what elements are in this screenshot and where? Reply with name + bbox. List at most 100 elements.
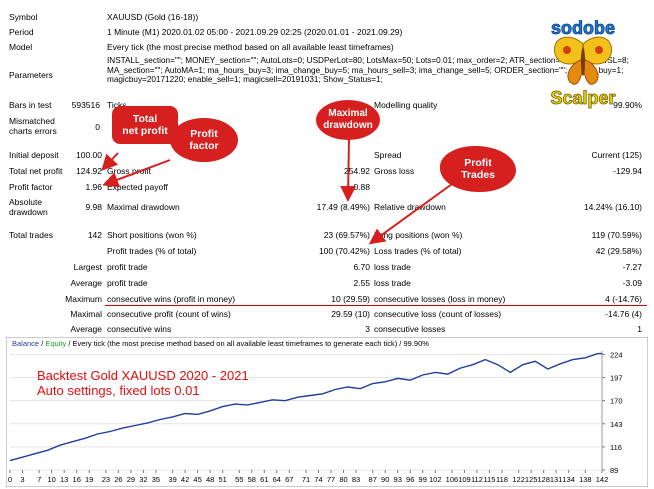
profit-factor-label: Profit factor [9,182,53,192]
x-tick-label: 35 [152,475,160,484]
avg-cons-losses-label: consecutive losses [374,324,446,334]
backtest-overlay: Backtest Gold XAUUSD 2020 - 2021 Auto se… [37,368,249,398]
callout-profit-factor: Profit factor [170,118,238,162]
chart-legend: Balance / Equity / Every tick (the most … [12,339,429,348]
avg-cons-wins-value: 3 [365,324,370,334]
x-tick-label: 142 [596,475,609,484]
x-tick-label: 93 [394,475,402,484]
max-cons-losses-value: 4 (-14.76) [605,294,642,304]
x-tick-label: 87 [369,475,377,484]
mismatch-value: 0 [95,122,100,132]
bars-value: 593516 [71,100,100,110]
largest-label: Largest [73,262,102,272]
long-positions-label: Long positions (won %) [374,230,463,240]
x-tick-label: 115 [483,475,495,484]
callout-profit-trades: Profit Trades [440,146,516,192]
x-tick-label: 23 [102,475,110,484]
chart-frame [6,337,648,487]
avg-cons-wins-label: consecutive wins [107,324,172,334]
x-tick-label: 16 [73,475,81,484]
logo-brand-text: sodobe [551,18,615,38]
x-tick-label: 125 [525,475,538,484]
x-tick-label: 96 [406,475,414,484]
max-drawdown-label: Maximal drawdown [107,202,180,212]
balance-chart: 0 3 7 10 13 16 19 23 26 29 32 35 39 42 45 48 51 55 58 61 64 6… [6,337,648,487]
x-tick-label: 58 [248,475,256,484]
loss-trades-value: 42 (29.58%) [595,246,642,256]
x-tick-label: 102 [429,475,442,484]
x-tick-label: 26 [114,475,122,484]
gross-profit-label: Gross profit [107,166,151,176]
x-tick-label: 80 [339,475,347,484]
legend-balance: Balance [12,339,40,348]
maximum-label: Maximum [65,294,102,304]
callout-maximal-drawdown: Maximal drawdown [316,100,380,140]
abs-drawdown-value: 9.98 [85,202,102,212]
net-profit-label: Total net profit [9,166,63,176]
max-cons-losses-label: consecutive losses (loss in money) [374,294,506,304]
logo-product-text: Scalper [550,88,615,108]
short-positions-label: Short positions (won %) [107,230,197,240]
maximal-cons-profit-label: consecutive profit (count of wins) [107,309,231,319]
modelling-label: Modelling quality [374,100,438,110]
gross-loss-label: Gross loss [374,166,415,176]
spread-value: Current (125) [591,150,642,160]
expected-payoff-value: 0.88 [353,182,370,192]
x-tick-label: 51 [218,475,226,484]
x-tick-label: 77 [327,475,335,484]
maximal-cons-profit-value: 29.59 (10) [331,309,370,319]
period-value: 1 Minute (M1) 2020.01.02 05:00 - 2021.09… [107,27,403,37]
modelling-value: 99.90% [613,100,642,110]
y-tick-label: 143 [610,420,623,429]
sodobe-scalper-logo: sodobe Scalper [533,14,633,110]
legend-equity: Equity [45,339,67,348]
average-label: Average [70,278,102,288]
average-loss-label: loss trade [374,278,411,288]
x-tick-label: 106 [446,475,459,484]
x-tick-label: 128 [537,475,550,484]
loss-trades-label: Loss trades (% of total) [374,246,462,256]
spread-label: Spread [374,150,402,160]
short-positions-value: 23 (69.57%) [323,230,370,240]
x-tick-label: 99 [419,475,427,484]
initial-deposit-value: 100.00 [76,150,102,160]
x-tick-label: 45 [193,475,201,484]
rel-drawdown-value: 14.24% (16.10) [583,202,642,212]
x-tick-label: 64 [273,475,281,484]
total-trades-label: Total trades [9,230,53,240]
max-cons-wins-label: consecutive wins (profit in money) [107,294,236,304]
x-tick-label: 7 [37,475,41,484]
backtest-subtitle: Auto settings, fixed lots 0.01 [37,383,200,398]
average-loss-value: -3.09 [622,278,642,288]
legend-description: / Every tick (the most precise method ba… [66,339,429,348]
x-tick-label: 29 [127,475,135,484]
x-tick-label: 0 [8,475,12,484]
x-tick-label: 39 [168,475,176,484]
x-tick-label: 42 [181,475,189,484]
y-tick-label: 224 [610,350,623,359]
mismatch-label: Mismatched charts errors [9,116,57,136]
model-value: Every tick (the most precise method base… [107,42,394,52]
largest-loss-label: loss trade [374,262,411,272]
x-tick-label: 71 [302,475,310,484]
x-tick-label: 19 [85,475,93,484]
abs-drawdown-label: Absolute drawdown [9,197,48,217]
max-drawdown-value: 17.49 (8.49%) [316,202,370,212]
y-tick-label: 116 [610,443,622,452]
bars-label: Bars in test [9,100,52,110]
expected-payoff-label: Expected payoff [107,182,168,192]
x-tick-label: 134 [562,475,575,484]
x-tick-label: 138 [579,475,592,484]
initial-deposit-label: Initial deposit [9,150,59,160]
profit-factor-value: 1.96 [85,182,102,192]
average-profit-value: 2.55 [353,278,370,288]
x-tick-label: 32 [139,475,147,484]
gross-profit-value: 254.92 [344,166,370,176]
x-tick-label: 83 [352,475,360,484]
symbol-label: Symbol [9,12,38,22]
x-tick-label: 90 [381,475,389,484]
x-tick-label: 13 [60,475,68,484]
net-profit-value: 124.92 [76,166,102,176]
parameters-value: INSTALL_section=""; MONEY_section=""; Au… [107,56,629,84]
symbol-value: XAUUSD (Gold (16-18)) [107,12,199,22]
